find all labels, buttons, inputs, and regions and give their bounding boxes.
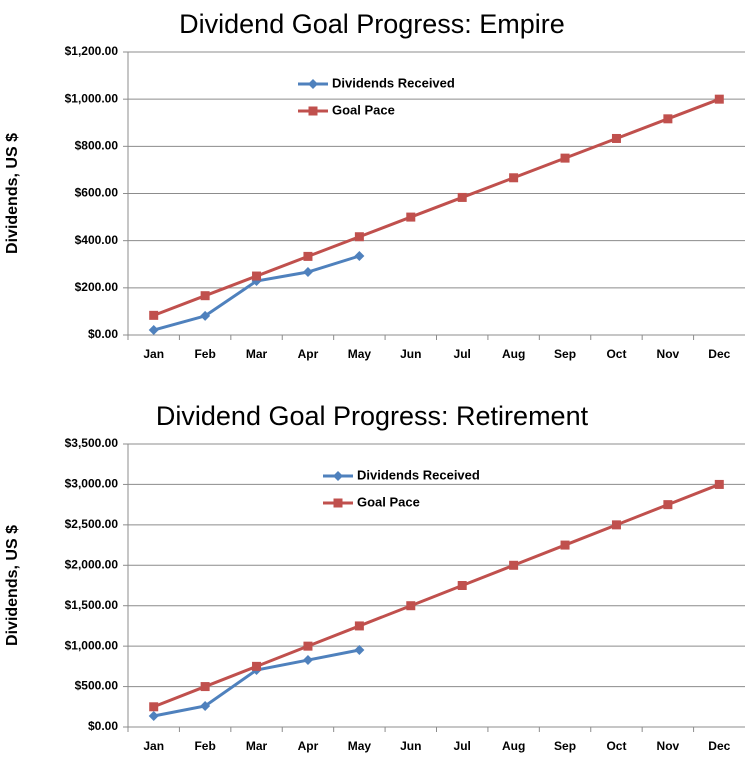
marker — [714, 94, 724, 104]
y-tick-label: $600.00 — [75, 186, 119, 200]
x-tick-label: Nov — [657, 739, 680, 753]
marker — [149, 310, 159, 320]
y-tick-label: $3,000.00 — [65, 477, 119, 491]
y-tick-label: $0.00 — [88, 327, 118, 341]
marker — [509, 173, 519, 183]
x-tick-label: May — [348, 739, 372, 753]
marker — [200, 700, 211, 711]
marker — [148, 711, 159, 722]
x-tick-label: Aug — [502, 739, 525, 753]
y-tick-label: $1,200.00 — [65, 44, 119, 58]
y-tick-label: $2,000.00 — [65, 557, 119, 571]
legend-label: Dividends Received — [357, 467, 480, 482]
x-tick-label: Apr — [298, 739, 319, 753]
marker — [611, 133, 621, 143]
x-tick-label: Aug — [502, 347, 525, 361]
marker — [406, 212, 416, 222]
x-tick-label: Jun — [400, 347, 421, 361]
x-tick-label: Jul — [454, 347, 471, 361]
x-tick-label: Jan — [143, 347, 164, 361]
y-tick-label: $3,500.00 — [65, 436, 119, 450]
marker — [714, 479, 724, 489]
marker — [308, 79, 318, 89]
marker — [560, 153, 570, 163]
legend-label: Goal Pace — [357, 494, 420, 509]
x-tick-label: Dec — [708, 347, 730, 361]
marker — [252, 271, 262, 281]
series-line — [153, 97, 720, 317]
series-line — [153, 483, 720, 709]
marker — [611, 520, 621, 530]
marker — [302, 655, 313, 666]
x-tick-label: May — [348, 347, 372, 361]
y-tick-label: $1,000.00 — [65, 91, 119, 105]
series-line — [153, 648, 360, 718]
marker — [148, 325, 159, 336]
x-tick-label: Sep — [554, 739, 576, 753]
marker — [303, 251, 313, 261]
marker — [303, 641, 313, 651]
marker — [149, 702, 159, 712]
marker — [560, 540, 570, 550]
x-tick-label: Sep — [554, 347, 576, 361]
chart-title: Dividend Goal Progress: Empire — [179, 9, 565, 39]
x-tick-label: Feb — [194, 739, 215, 753]
x-tick-label: Oct — [606, 739, 626, 753]
marker — [200, 291, 210, 301]
legend-label: Goal Pace — [332, 102, 395, 117]
x-tick-label: Oct — [606, 347, 626, 361]
y-tick-label: $500.00 — [75, 679, 119, 693]
x-tick-label: Nov — [657, 347, 680, 361]
x-tick-label: Jun — [400, 739, 421, 753]
marker — [333, 471, 343, 481]
y-axis-label: Dividends, US $ — [4, 133, 21, 254]
marker — [457, 581, 467, 590]
marker — [200, 310, 211, 321]
series-line — [153, 254, 360, 332]
marker — [354, 645, 365, 656]
chart-title: Dividend Goal Progress: Retirement — [156, 401, 589, 431]
y-tick-label: $800.00 — [75, 139, 119, 153]
marker — [308, 106, 318, 116]
y-tick-label: $1,000.00 — [65, 638, 119, 652]
marker — [406, 601, 416, 611]
x-tick-label: Mar — [246, 347, 268, 361]
marker — [663, 114, 673, 124]
marker — [457, 192, 467, 202]
y-tick-label: $1,500.00 — [65, 598, 119, 612]
y-tick-label: $0.00 — [88, 719, 118, 733]
y-axis-label: Dividends, US $ — [4, 525, 21, 646]
y-tick-label: $200.00 — [75, 280, 119, 294]
x-tick-label: Jul — [454, 739, 471, 753]
chart: Dividend Goal Progress: Empire Dividends,… — [4, 9, 745, 361]
marker — [200, 682, 210, 692]
y-tick-label: $400.00 — [75, 233, 119, 247]
marker — [354, 621, 364, 631]
x-tick-label: Dec — [708, 739, 730, 753]
marker — [354, 250, 365, 261]
x-tick-label: Apr — [298, 347, 319, 361]
marker — [302, 267, 313, 278]
marker — [663, 500, 673, 510]
marker — [333, 498, 343, 508]
x-tick-label: Feb — [194, 347, 215, 361]
x-tick-label: Mar — [246, 739, 268, 753]
marker — [509, 560, 519, 570]
x-tick-label: Jan — [143, 739, 164, 753]
marker — [354, 232, 364, 242]
legend-label: Dividends Received — [332, 75, 455, 90]
chart: Dividend Goal Progress: Retirement Divide… — [4, 401, 745, 753]
marker — [252, 661, 262, 671]
y-tick-label: $2,500.00 — [65, 517, 119, 531]
